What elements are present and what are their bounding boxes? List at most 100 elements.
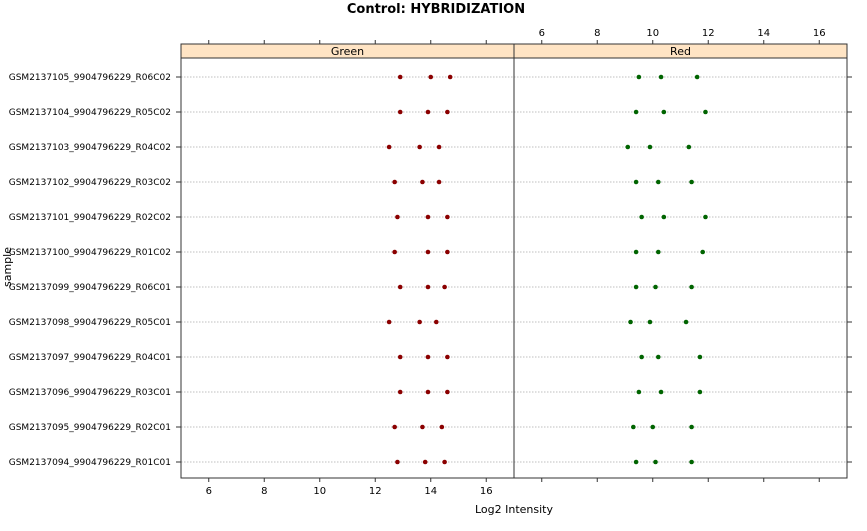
x-tick-label: 12 — [702, 28, 715, 39]
data-point — [445, 214, 450, 220]
y-category-label: GSM2137105_9904796229_R06C02 — [9, 73, 171, 83]
data-point — [633, 179, 639, 185]
data-point — [650, 424, 656, 430]
data-point — [700, 249, 705, 255]
data-point — [633, 109, 639, 115]
panel-border — [180, 57, 515, 479]
data-point — [445, 109, 450, 115]
data-point — [631, 424, 636, 430]
data-point — [697, 354, 703, 360]
panel-red: Red — [513, 43, 848, 479]
y-category-label: GSM2137098_9904796229_R05C01 — [9, 318, 171, 328]
y-category-label: GSM2137103_9904796229_R04C02 — [9, 143, 171, 153]
y-category-label: GSM2137095_9904796229_R02C01 — [9, 423, 171, 433]
data-point — [633, 249, 639, 255]
x-tick-label: 8 — [594, 28, 600, 39]
data-point — [425, 109, 431, 115]
y-category-label: GSM2137104_9904796229_R05C02 — [9, 108, 171, 118]
data-point — [420, 179, 425, 185]
data-point — [425, 284, 431, 290]
data-point — [442, 459, 447, 465]
data-point — [386, 319, 392, 325]
strip-label: Red — [670, 45, 691, 58]
data-point — [436, 144, 442, 150]
data-point — [661, 109, 667, 115]
y-category-label: GSM2137100_9904796229_R01C02 — [9, 248, 171, 258]
x-tick-label: 6 — [539, 28, 545, 39]
y-category-label: GSM2137094_9904796229_R01C01 — [9, 458, 171, 468]
y-category-label: GSM2137101_9904796229_R02C02 — [9, 213, 171, 223]
data-point — [653, 284, 658, 290]
y-axis-title: sample — [1, 247, 14, 287]
data-point — [628, 319, 633, 325]
strip-label: Green — [331, 45, 364, 58]
x-tick-label: 8 — [261, 486, 267, 497]
y-category-label: GSM2137102_9904796229_R03C02 — [9, 178, 171, 188]
data-point — [434, 319, 439, 325]
data-point — [656, 249, 661, 255]
data-point — [392, 424, 397, 430]
data-point — [703, 109, 708, 115]
data-point — [397, 109, 403, 115]
data-point — [395, 459, 400, 465]
x-tick-label: 12 — [369, 486, 382, 497]
data-point — [392, 179, 397, 185]
x-tick-label: 10 — [313, 486, 326, 497]
panel-border — [513, 57, 848, 479]
data-point — [445, 389, 450, 395]
y-category-label: GSM2137097_9904796229_R04C01 — [9, 353, 171, 363]
data-point — [439, 424, 445, 430]
x-tick-label: 16 — [813, 28, 826, 39]
chart-title: Control: HYBRIDIZATION — [347, 2, 525, 17]
x-tick-label: 6 — [206, 486, 212, 497]
data-point — [417, 319, 422, 325]
data-point — [422, 459, 428, 465]
data-point — [445, 354, 450, 360]
data-point — [420, 424, 425, 430]
data-point — [397, 74, 403, 80]
data-point — [689, 424, 694, 430]
x-tick-label: 14 — [757, 28, 770, 39]
data-point — [661, 214, 667, 220]
data-point — [395, 214, 400, 220]
x-tick-label: 10 — [646, 28, 659, 39]
data-point — [386, 144, 392, 150]
data-point — [428, 74, 434, 80]
data-point — [442, 284, 447, 290]
data-point — [683, 319, 689, 325]
data-point — [658, 389, 664, 395]
data-point — [636, 74, 642, 80]
data-point — [647, 319, 653, 325]
data-point — [397, 284, 403, 290]
data-point — [639, 214, 644, 220]
data-point — [647, 144, 653, 150]
data-point — [658, 74, 664, 80]
data-point — [392, 249, 397, 255]
data-point — [425, 389, 431, 395]
data-point — [445, 249, 450, 255]
data-point — [425, 214, 431, 220]
x-axis-title: Log2 Intensity — [475, 503, 554, 516]
data-point — [639, 354, 644, 360]
data-point — [417, 144, 422, 150]
panel-green: Green — [180, 43, 515, 479]
x-tick-label: 14 — [424, 486, 437, 497]
data-point — [703, 214, 708, 220]
y-category-label: GSM2137096_9904796229_R03C01 — [9, 388, 171, 398]
data-point — [397, 389, 403, 395]
data-point — [689, 179, 694, 185]
data-point — [447, 74, 453, 80]
data-point — [689, 459, 694, 465]
x-tick-label: 16 — [480, 486, 493, 497]
data-point — [636, 389, 642, 395]
data-point — [425, 249, 431, 255]
data-point — [694, 74, 700, 80]
data-point — [686, 144, 692, 150]
y-category-label: GSM2137099_9904796229_R06C01 — [9, 283, 171, 293]
data-point — [689, 284, 694, 290]
data-point — [656, 179, 661, 185]
data-point — [436, 179, 442, 185]
data-point — [633, 284, 639, 290]
data-point — [653, 459, 658, 465]
